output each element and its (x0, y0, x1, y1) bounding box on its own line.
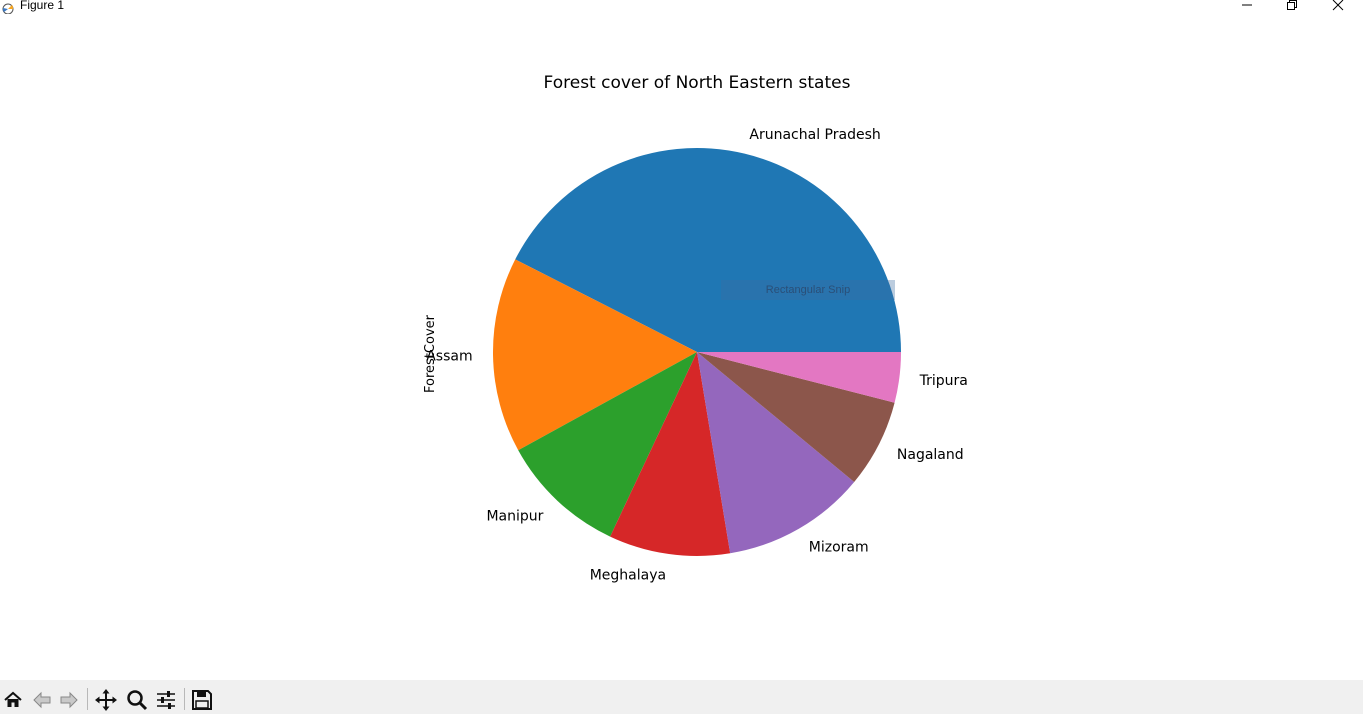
pie-slice-nagaland (697, 352, 895, 483)
figure-canvas[interactable]: Forest cover of North Eastern states Aru… (0, 14, 1363, 680)
title-bar: Figure 1 (0, 0, 1363, 15)
minimize-icon (1242, 4, 1252, 6)
pie-chart: Forest cover of North Eastern states Aru… (423, 73, 968, 583)
restore-icon (1287, 0, 1297, 10)
sliders-icon (157, 691, 175, 709)
pie-slice-tripura (697, 352, 901, 403)
pie-label-meghalaya: Meghalaya (590, 567, 666, 583)
navigation-toolbar (0, 680, 1363, 714)
toolbar-separator (184, 688, 185, 710)
pie-slice-meghalaya (610, 352, 731, 556)
pie-label-arunachal-pradesh: Arunachal Pradesh (749, 127, 880, 143)
minimize-button[interactable] (1227, 0, 1267, 14)
pan-button[interactable] (94, 688, 118, 712)
pie-slice-manipur (518, 352, 697, 537)
pie-label-manipur: Manipur (486, 509, 543, 525)
pie-label-assam: Assam (426, 349, 472, 365)
home-button[interactable] (1, 688, 25, 712)
zoom-icon (127, 690, 148, 711)
pie-slice-arunachal-pradesh (515, 147, 901, 352)
pie-slice-assam (492, 259, 697, 451)
zoom-button[interactable] (125, 688, 149, 712)
pie-label-nagaland: Nagaland (897, 447, 964, 463)
forward-arrow-icon (60, 691, 78, 709)
pan-icon (95, 689, 117, 711)
close-icon (1332, 0, 1344, 11)
pie-slice-mizoram (697, 352, 855, 554)
window-title: Figure 1 (20, 0, 65, 12)
forward-button[interactable] (57, 688, 81, 712)
back-arrow-icon (33, 691, 51, 709)
restore-button[interactable] (1272, 0, 1312, 14)
y-axis-label: ForestCover (423, 314, 438, 393)
matplotlib-icon (2, 0, 15, 15)
pie-label-mizoram: Mizoram (809, 540, 869, 556)
close-button[interactable] (1318, 0, 1358, 14)
back-button[interactable] (30, 688, 54, 712)
save-button[interactable] (190, 688, 214, 712)
chart-title: Forest cover of North Eastern states (544, 73, 851, 93)
toolbar-separator (87, 688, 88, 710)
subplots-button[interactable] (154, 688, 178, 712)
save-icon (192, 690, 212, 710)
pie-label-tripura: Tripura (919, 373, 968, 389)
rectangular-snip-overlay[interactable]: Rectangular Snip (721, 280, 895, 300)
home-icon (4, 691, 22, 707)
